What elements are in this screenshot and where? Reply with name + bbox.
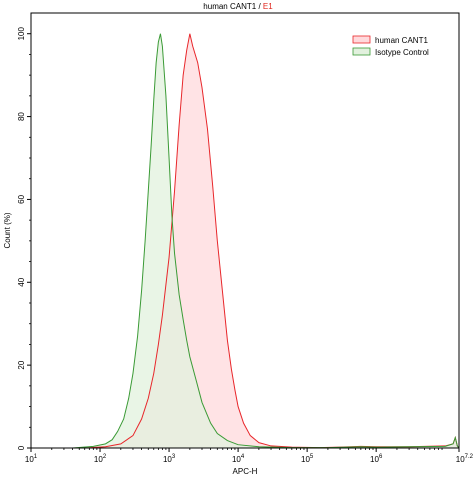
- x-tick-exponent: 3: [172, 454, 176, 460]
- legend-label-isotype-control: Isotype Control: [375, 48, 429, 57]
- x-tick-base: 10: [370, 455, 379, 464]
- x-tick-label: 105: [301, 454, 314, 464]
- x-tick-label: 104: [232, 454, 245, 464]
- y-tick-label: 20: [17, 360, 26, 369]
- series-line-isotype-control: [31, 33, 460, 449]
- x-tick-label: 101: [25, 454, 38, 464]
- series-line-human-cant1: [31, 33, 460, 449]
- chart-title-suffix: E1: [263, 2, 273, 11]
- x-tick-base: 10: [456, 455, 465, 464]
- series-lines: [31, 33, 460, 449]
- x-tick-base: 10: [94, 455, 103, 464]
- y-tick-label: 80: [17, 112, 26, 121]
- x-tick-base: 10: [25, 455, 34, 464]
- y-axis: 0 20 40 60 80 100: [17, 26, 31, 450]
- chart-title-main: human CANT1: [203, 2, 256, 11]
- x-axis-title: APC-H: [233, 467, 258, 476]
- legend: human CANT1 Isotype Control: [352, 35, 429, 57]
- x-tick-label: 103: [163, 454, 176, 464]
- x-tick-exponent: 4: [241, 454, 245, 460]
- x-tick-exponent: 6: [379, 454, 383, 460]
- legend-swatch-human-cant1: [352, 35, 371, 44]
- x-tick-exponent: 2: [103, 454, 107, 460]
- y-axis-title: Count (%): [3, 212, 12, 248]
- y-tick-label: 60: [17, 194, 26, 203]
- series-fills: [31, 33, 459, 449]
- legend-swatch-isotype-control: [352, 47, 371, 56]
- x-tick-exponent: 5: [310, 454, 314, 460]
- chart-title-separator: /: [256, 2, 263, 11]
- series-layer: [31, 33, 460, 449]
- chart-title-text: human CANT1 / E1: [203, 2, 273, 11]
- x-axis: 101 102 103 104 105 106 107.2: [25, 448, 474, 464]
- x-tick-base: 10: [163, 455, 172, 464]
- x-tick-label: 107.2: [456, 454, 474, 464]
- x-tick-base: 10: [301, 455, 310, 464]
- legend-label-human-cant1: human CANT1: [375, 36, 428, 45]
- x-tick-exponent: 7.2: [465, 454, 474, 460]
- series-area-isotype-control: [31, 33, 459, 449]
- y-tick-label: 0: [17, 445, 26, 450]
- chart-title: human CANT1 / E1: [203, 2, 273, 11]
- plot-frame: [30, 12, 460, 449]
- series-area-human-cant1: [31, 33, 459, 449]
- x-tick-base: 10: [232, 455, 241, 464]
- y-tick-label: 40: [17, 277, 26, 286]
- x-tick-exponent: 1: [34, 454, 38, 460]
- y-tick-label: 100: [17, 26, 26, 40]
- x-tick-label: 106: [370, 454, 383, 464]
- x-tick-label: 102: [94, 454, 107, 464]
